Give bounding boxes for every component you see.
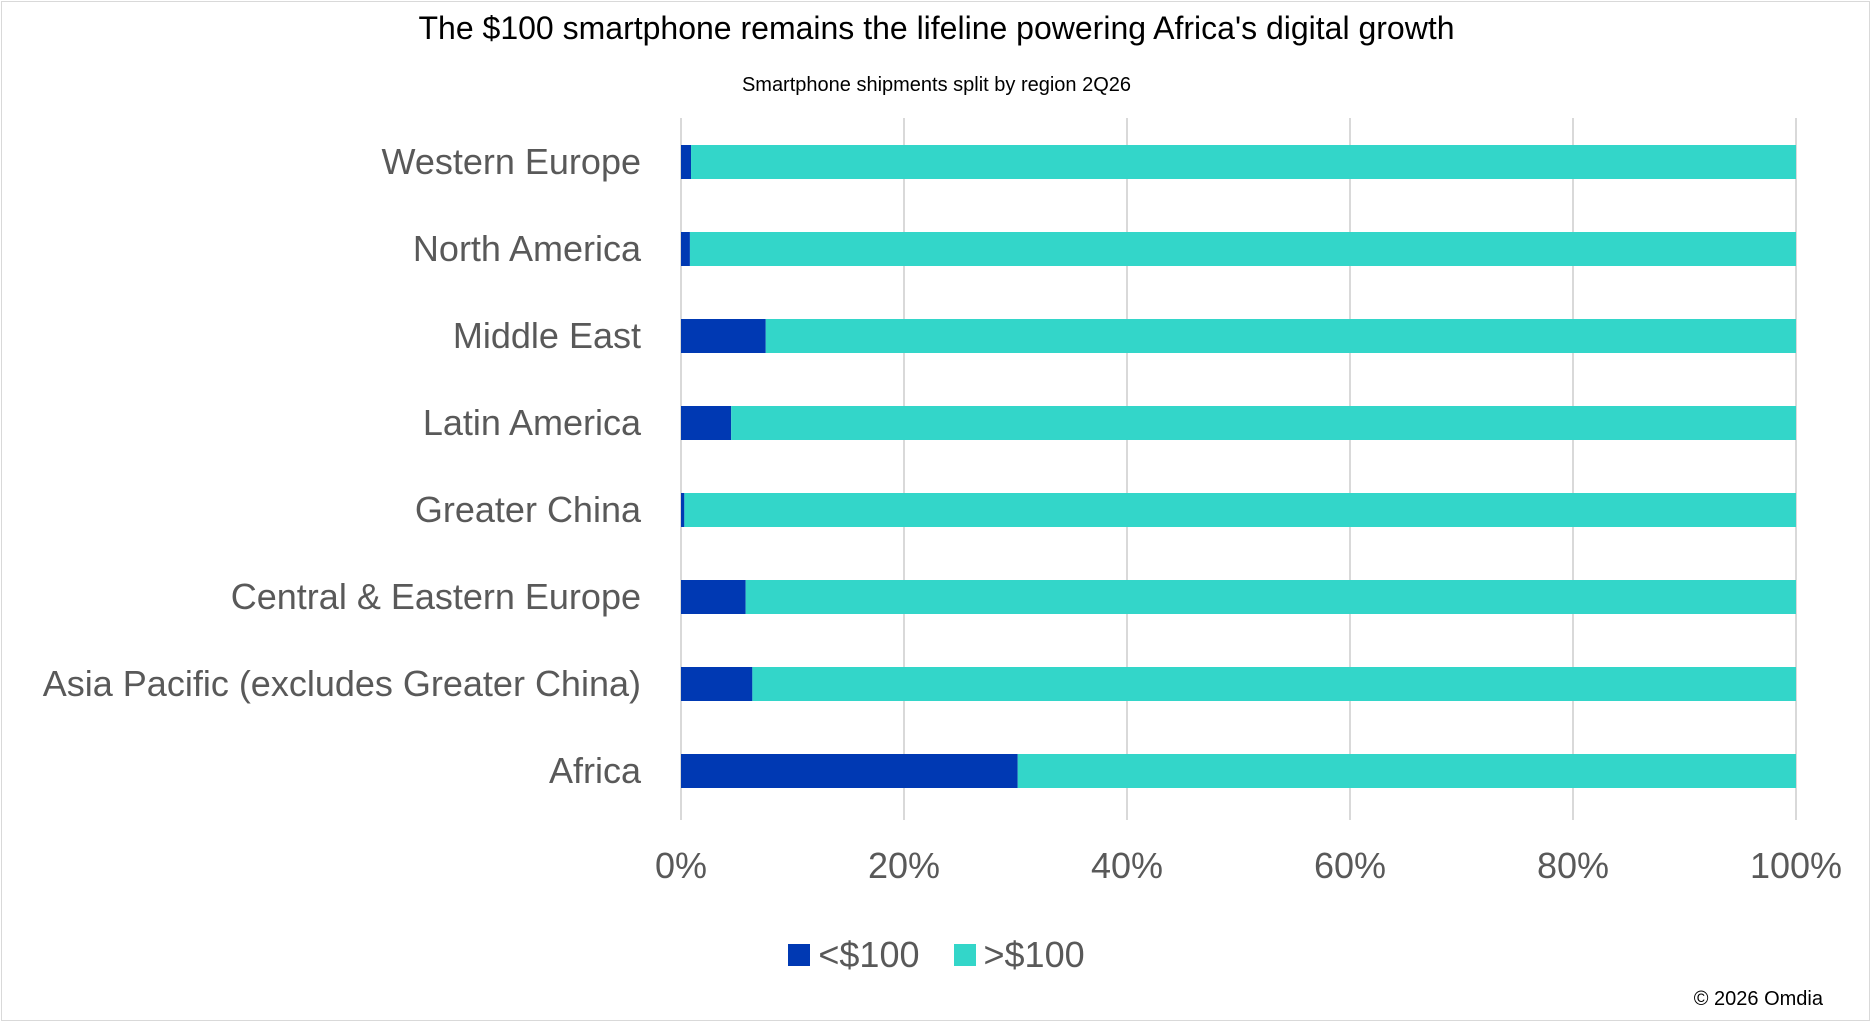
x-tick-label: 40% xyxy=(1091,845,1163,886)
x-tick-label: 20% xyxy=(868,845,940,886)
bar-over-100 xyxy=(684,493,1796,527)
bar-under-100 xyxy=(681,667,753,701)
bar-under-100 xyxy=(681,754,1018,788)
category-label: Africa xyxy=(549,750,642,791)
chart-legend: <$100 >$100 xyxy=(0,934,1873,976)
chart-subtitle: Smartphone shipments split by region 2Q2… xyxy=(741,74,1132,96)
legend-swatch-over-100 xyxy=(953,944,976,966)
category-label: Western Europe xyxy=(382,141,641,182)
bar-over-100 xyxy=(689,232,1797,266)
legend-item-over-100: >$100 xyxy=(953,934,1085,976)
category-label: Greater China xyxy=(415,489,642,530)
copyright-notice: © 2026 Omdia xyxy=(1693,988,1823,1010)
bar-under-100 xyxy=(681,319,766,353)
bar-over-100 xyxy=(1017,754,1796,788)
category-label: Latin America xyxy=(423,402,642,443)
bar-under-100 xyxy=(681,493,685,527)
bar-over-100 xyxy=(752,667,1796,701)
x-tick-label: 0% xyxy=(655,845,707,886)
legend-label-under-100: <$100 xyxy=(818,934,920,975)
bar-over-100 xyxy=(691,145,1797,179)
x-tick-label: 60% xyxy=(1314,845,1386,886)
x-tick-label: 80% xyxy=(1537,845,1609,886)
bar-over-100 xyxy=(731,406,1796,440)
x-tick-label: 100% xyxy=(1750,845,1842,886)
legend-swatch-under-100 xyxy=(788,944,811,966)
bar-under-100 xyxy=(681,406,732,440)
bar-under-100 xyxy=(681,580,746,614)
bar-under-100 xyxy=(681,145,692,179)
chart-title: The $100 smartphone remains the lifeline… xyxy=(418,10,1455,46)
bar-over-100 xyxy=(745,580,1797,614)
bar-over-100 xyxy=(765,319,1796,353)
category-label: Central & Eastern Europe xyxy=(231,576,641,617)
category-label: Asia Pacific (excludes Greater China) xyxy=(43,663,641,704)
legend-label-over-100: >$100 xyxy=(983,934,1085,975)
category-label: Middle East xyxy=(453,315,641,356)
legend-item-under-100: <$100 xyxy=(788,934,920,976)
bar-under-100 xyxy=(681,232,690,266)
category-label: North America xyxy=(413,228,642,269)
